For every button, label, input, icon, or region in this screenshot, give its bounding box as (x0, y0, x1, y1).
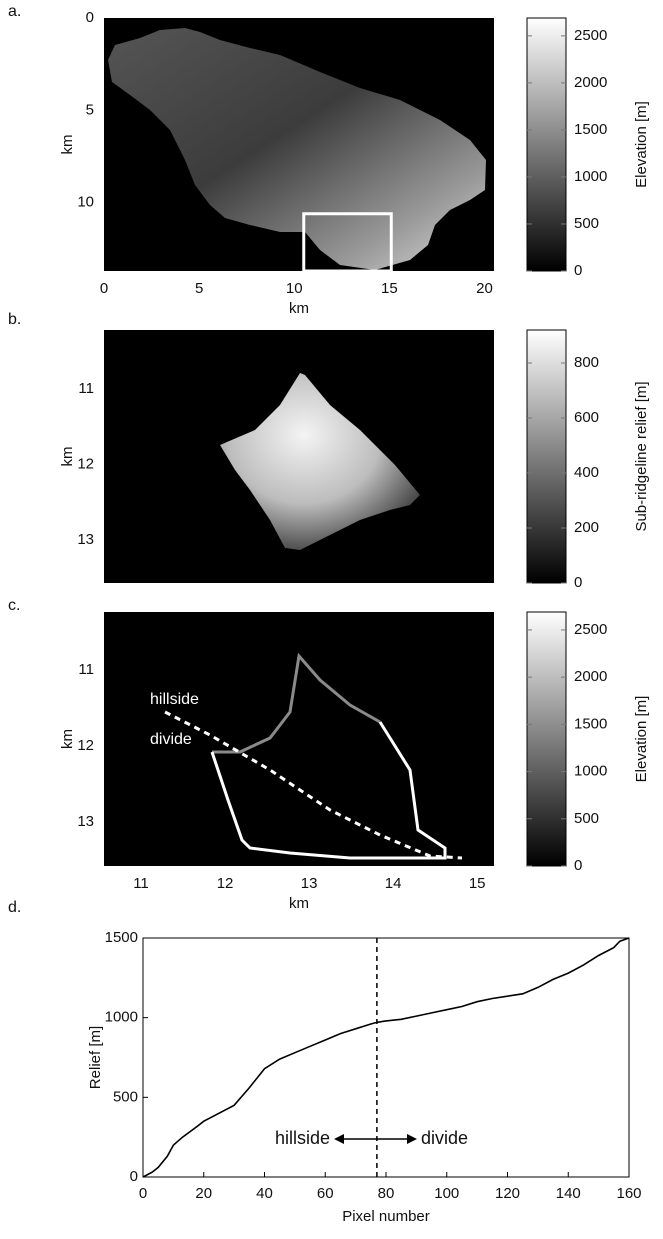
x-axis-label: km (289, 895, 309, 912)
colorbar-tick-label: 0 (574, 857, 582, 874)
sub-basin-relief (220, 373, 420, 550)
y-tick-label: 13 (77, 813, 94, 830)
colorbar (526, 611, 567, 867)
arrow-head-right (407, 1134, 417, 1144)
colorbar (526, 329, 567, 584)
colorbar-tick-label: 600 (574, 409, 599, 426)
x-tick-label: 20 (476, 280, 493, 297)
colorbar-tick-label: 2500 (574, 621, 607, 638)
x-tick-label: 0 (100, 280, 108, 297)
colorbar-tick-label: 800 (574, 354, 599, 371)
y-tick-label: 13 (77, 531, 94, 548)
y-tick-label: 11 (78, 661, 94, 678)
x-tick-label: 10 (286, 280, 303, 297)
colorbar-tick-label: 1500 (574, 121, 607, 138)
x-axis-label: Pixel number (342, 1208, 430, 1225)
colorbar-tick-label: 1000 (574, 168, 607, 185)
y-tick-label: 0 (86, 9, 94, 26)
x-tick-label: 14 (385, 875, 402, 892)
y-tick-label: 11 (78, 380, 94, 397)
colorbar-tick-label: 500 (574, 215, 599, 232)
x-tick-label: 13 (301, 875, 318, 892)
x-tick-label: 5 (195, 280, 203, 297)
colorbar-label: Sub-ridgeline relief [m] (633, 381, 650, 531)
colorbar-tick-label: 500 (574, 810, 599, 827)
colorbar (526, 17, 567, 272)
colorbar-tick-label: 0 (574, 262, 582, 279)
ridge-outline-gray (212, 652, 381, 754)
y-tick-label: 1500 (105, 929, 138, 946)
panel-label: b. (8, 311, 21, 328)
y-tick-label: 5 (86, 101, 94, 118)
y-tick-label: 12 (77, 737, 94, 754)
x-tick-label: 11 (133, 875, 149, 892)
colorbar-label: Elevation [m] (633, 696, 650, 783)
x-tick-label: 140 (556, 1185, 581, 1202)
colorbar-tick-label: 1000 (574, 763, 607, 780)
y-tick-label: 12 (77, 455, 94, 472)
y-axis-label: km (59, 135, 76, 155)
colorbar-tick-label: 2000 (574, 668, 607, 685)
x-tick-label: 12 (217, 875, 234, 892)
y-tick-label: 500 (113, 1088, 138, 1105)
x-tick-label: 15 (381, 280, 398, 297)
y-axis-label: km (59, 447, 76, 467)
x-tick-label: 80 (378, 1185, 395, 1202)
annotation: divide (421, 1128, 468, 1148)
x-tick-label: 160 (616, 1185, 641, 1202)
x-tick-label: 60 (317, 1185, 334, 1202)
x-tick-label: 40 (256, 1185, 273, 1202)
x-tick-label: 15 (469, 875, 486, 892)
relief-line (142, 937, 630, 1178)
x-tick-label: 20 (195, 1185, 212, 1202)
annotation: hillside (150, 691, 199, 708)
panel-label: a. (8, 3, 21, 20)
watershed (108, 28, 486, 270)
basin-outline (210, 721, 447, 860)
x-tick-label: 100 (434, 1185, 459, 1202)
annotation: hillside (275, 1128, 330, 1148)
y-tick-label: 10 (77, 194, 94, 211)
y-axis-label: km (59, 729, 76, 749)
x-axis-label: km (289, 300, 309, 317)
colorbar-tick-label: 200 (574, 519, 599, 536)
x-tick-label: 120 (495, 1185, 520, 1202)
y-tick-label: 0 (130, 1168, 138, 1185)
y-tick-label: 1000 (105, 1009, 138, 1026)
inset-box (302, 212, 393, 273)
panel-label: d. (8, 899, 21, 916)
x-tick-label: 0 (139, 1185, 147, 1202)
colorbar-tick-label: 2000 (574, 74, 607, 91)
colorbar-label: Elevation [m] (633, 101, 650, 188)
annotation: divide (150, 731, 192, 748)
divide-line (164, 710, 463, 860)
colorbar-tick-label: 0 (574, 574, 582, 591)
colorbar-tick-label: 2500 (574, 27, 607, 44)
arrow-head-left (334, 1134, 344, 1144)
colorbar-tick-label: 400 (574, 464, 599, 481)
y-axis-label: Relief [m] (87, 1026, 104, 1089)
panel-label: c. (8, 597, 20, 614)
plot-frame (142, 937, 630, 1178)
colorbar-tick-label: 1500 (574, 715, 607, 732)
image-shapes (108, 28, 486, 1144)
